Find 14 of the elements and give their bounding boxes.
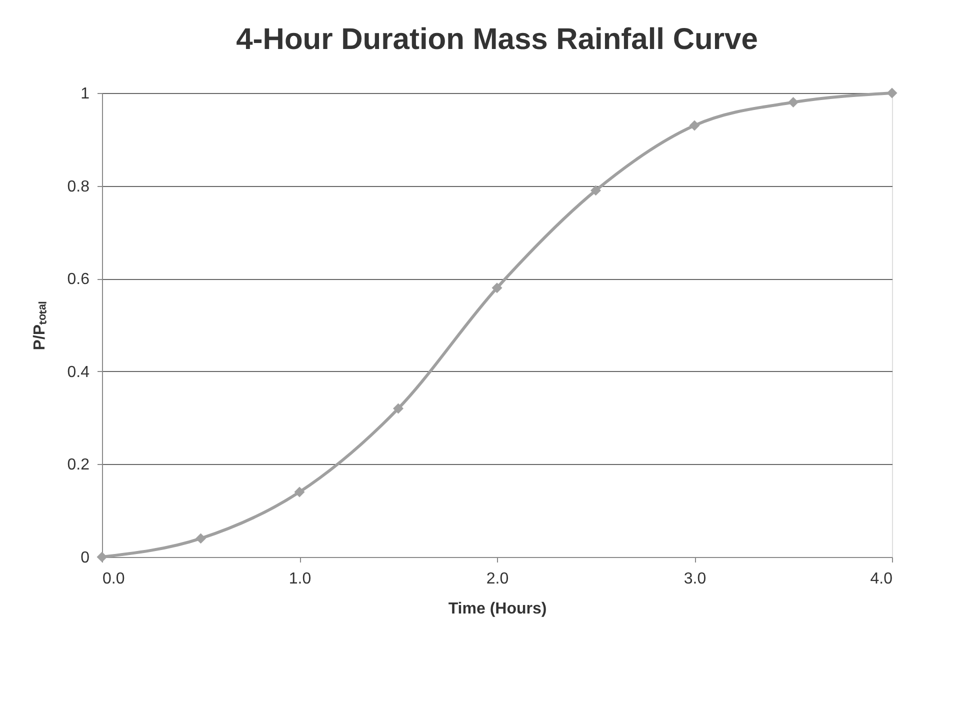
x-tick-label: 4.0 [870, 570, 893, 588]
x-tick-label: 1.0 [288, 570, 312, 588]
y-tick-label: 0.8 [67, 178, 90, 196]
x-tick-label: 2.0 [486, 570, 509, 588]
y-tick-label: 0 [80, 550, 90, 566]
y-tick-label: 0.2 [67, 456, 90, 474]
y-tick-label: 0.6 [67, 271, 90, 288]
x-tick-label: 3.0 [684, 570, 706, 588]
y-tick-label: 0.4 [67, 364, 90, 381]
x-tick-label: 0.0 [102, 570, 125, 588]
y-tick-label: 1 [80, 86, 90, 102]
x-axis-title: Time (Hours) [448, 600, 547, 618]
y-axis-title: P/Pₜₒₜₐₗ [31, 300, 48, 350]
chart-title: 4-Hour Duration Mass Rainfall Curve [236, 23, 758, 56]
